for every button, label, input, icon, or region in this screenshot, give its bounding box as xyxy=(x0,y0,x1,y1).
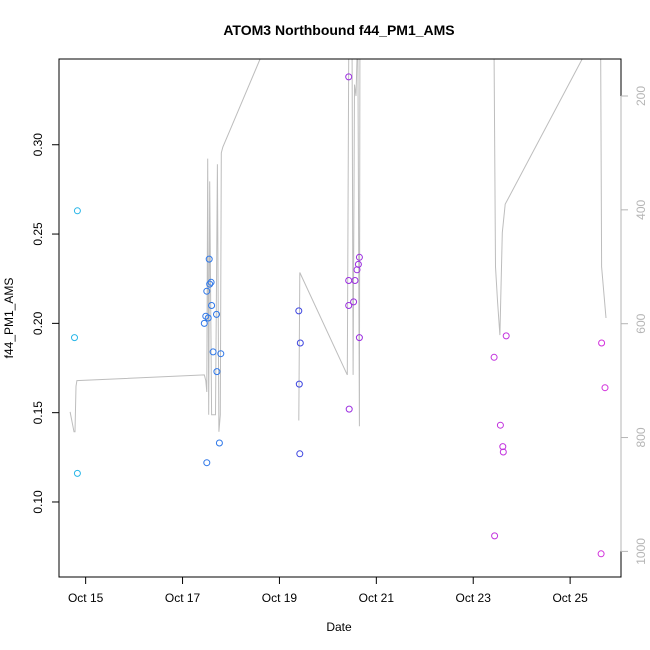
x-tick-label: Oct 17 xyxy=(165,591,201,605)
data-point-30 xyxy=(355,334,363,342)
x-tick-label: Oct 19 xyxy=(262,591,298,605)
x-tick-label: Oct 23 xyxy=(456,591,492,605)
trace-segment-3 xyxy=(357,58,361,427)
data-point-13 xyxy=(213,310,220,318)
y-axis: 0.10 0.15 0.20 0.25 0.30 xyxy=(31,133,60,514)
y-tick-label: 0.10 xyxy=(31,490,45,514)
data-point-26 xyxy=(351,277,359,284)
data-point-6 xyxy=(203,459,211,467)
data-point-24 xyxy=(345,405,353,413)
right-axis: 200 400 600 800 1000 xyxy=(620,86,648,565)
data-point-15 xyxy=(215,439,223,447)
x-tick-label: Oct 15 xyxy=(68,591,104,605)
data-point-11 xyxy=(208,302,216,309)
data-point-32 xyxy=(491,532,499,540)
data-point-9 xyxy=(206,280,214,288)
y-tick-label: 0.25 xyxy=(31,222,45,246)
data-point-22 xyxy=(345,277,353,284)
y-tick-label: 0.20 xyxy=(31,311,45,335)
data-point-35 xyxy=(499,448,507,456)
data-point-33 xyxy=(496,421,504,429)
data-point-8 xyxy=(205,255,213,263)
data-point-34 xyxy=(499,443,507,451)
right-tick-label: 200 xyxy=(634,86,648,106)
data-point-14 xyxy=(213,368,221,376)
data-point-5 xyxy=(203,287,211,295)
data-point-19 xyxy=(296,339,304,347)
data-point-16 xyxy=(217,350,225,358)
data-point-38 xyxy=(597,550,605,558)
data-point-12 xyxy=(209,348,217,356)
trace-segment-2 xyxy=(351,58,358,375)
x-axis-label: Date xyxy=(326,620,352,634)
y-tick-label: 0.15 xyxy=(31,401,45,425)
trace-segment-4 xyxy=(493,58,583,336)
x-tick-label: Oct 21 xyxy=(359,591,395,605)
data-point-31 xyxy=(490,353,498,361)
data-point-10 xyxy=(207,278,215,286)
data-point-20 xyxy=(296,450,304,458)
data-point-25 xyxy=(350,298,358,306)
data-point-23 xyxy=(345,302,353,309)
right-tick-label: 1000 xyxy=(634,538,648,565)
data-point-1 xyxy=(73,207,81,215)
data-point-28 xyxy=(354,260,362,268)
data-point-37 xyxy=(598,339,606,347)
x-axis: Oct 15 Oct 17 Oct 19 Oct 21 Oct 23 Oct 25 xyxy=(68,576,588,605)
right-tick-label: 400 xyxy=(634,199,648,219)
data-point-17 xyxy=(295,307,303,315)
y-axis-label: f44_PM1_AMS xyxy=(2,278,16,359)
scatter-points-layer xyxy=(71,73,609,558)
data-point-36 xyxy=(502,332,510,340)
right-axis-trace-layer xyxy=(69,58,607,433)
right-tick-label: 800 xyxy=(634,427,648,447)
data-point-2 xyxy=(73,469,81,477)
data-point-0 xyxy=(71,334,78,342)
data-point-7 xyxy=(204,314,212,322)
data-point-3 xyxy=(200,319,208,327)
data-point-39 xyxy=(601,384,609,392)
y-tick-label: 0.30 xyxy=(31,133,45,157)
trace-segment-1 xyxy=(298,58,350,421)
data-point-18 xyxy=(295,380,303,388)
plot-frame xyxy=(58,58,622,578)
right-tick-label: 600 xyxy=(634,313,648,333)
trace-segment-0 xyxy=(69,58,261,433)
data-point-29 xyxy=(355,253,363,261)
x-tick-label: Oct 25 xyxy=(552,591,588,605)
data-point-21 xyxy=(345,73,353,81)
chart-title: ATOM3 Northbound f44_PM1_AMS xyxy=(223,22,454,38)
trace-segment-5 xyxy=(600,58,607,319)
